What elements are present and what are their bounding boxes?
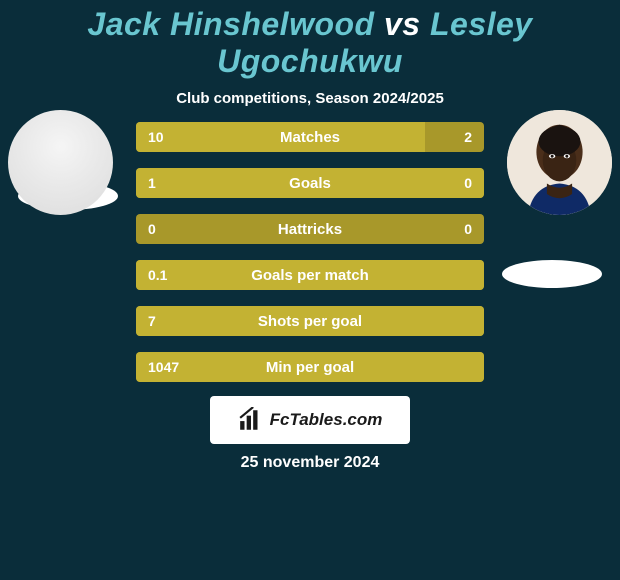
stat-label: Goals [136, 168, 484, 198]
stat-bars: 102Matches 10Goals 00Hattricks 0.1Goals per… [136, 122, 484, 398]
stat-row: 1047Min per goal [136, 352, 484, 382]
stat-label: Min per goal [136, 352, 484, 382]
vs-text: vs [384, 6, 421, 42]
subtitle: Club competitions, Season 2024/2025 [0, 90, 620, 107]
stat-row: 102Matches [136, 122, 484, 152]
stat-label: Hattricks [136, 214, 484, 244]
badge-text: FcTables.com [270, 410, 383, 430]
avatar-left-placeholder [8, 110, 113, 215]
avatar-right-photo [507, 110, 612, 215]
stat-row: 00Hattricks [136, 214, 484, 244]
stat-label: Matches [136, 122, 484, 152]
footer-date: 25 november 2024 [0, 454, 620, 472]
stat-label: Shots per goal [136, 306, 484, 336]
chart-bars-icon [238, 407, 264, 433]
stat-row: 10Goals [136, 168, 484, 198]
stat-row: 7Shots per goal [136, 306, 484, 336]
infographic: Jack Hinshelwood vs Lesley Ugochukwu Clu… [0, 0, 620, 580]
page-title: Jack Hinshelwood vs Lesley Ugochukwu [0, 0, 620, 80]
player1-name: Jack Hinshelwood [87, 6, 374, 42]
avatar-shadow-left [18, 182, 118, 210]
player2-portrait-icon [507, 110, 612, 215]
stat-label: Goals per match [136, 260, 484, 290]
avatar-shadow-right [502, 260, 602, 288]
stat-row: 0.1Goals per match [136, 260, 484, 290]
fctables-badge: FcTables.com [210, 396, 410, 444]
